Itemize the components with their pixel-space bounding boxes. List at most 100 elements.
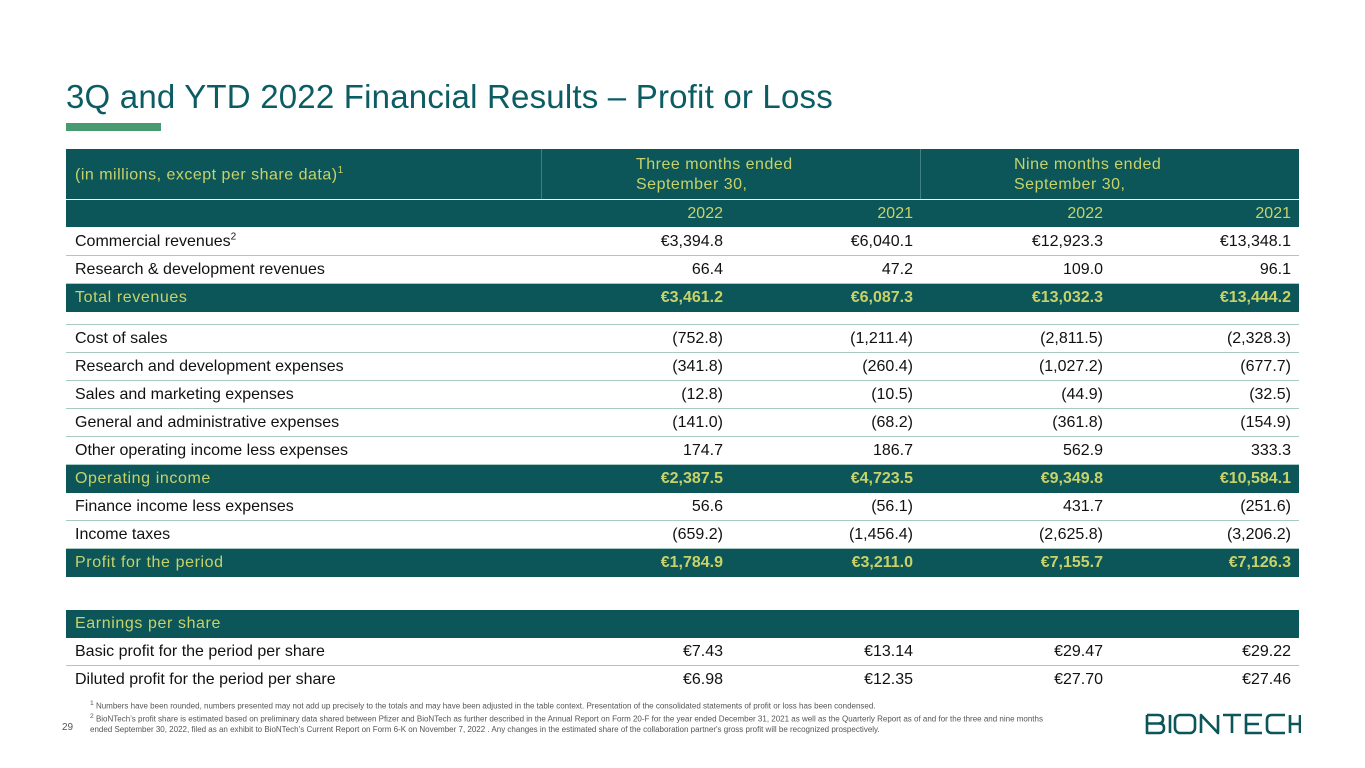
cell-value: 431.7 [1062, 498, 1103, 515]
cell-value: €12,923.3 [1031, 233, 1103, 250]
cell-value: (68.2) [871, 414, 913, 431]
cell-value: €1,784.9 [660, 554, 723, 571]
title-accent-bar [66, 123, 161, 131]
cell-value: €12.35 [864, 671, 913, 688]
cell-value: €2,387.5 [660, 470, 723, 487]
cell-value: 66.4 [691, 261, 723, 278]
cell-value: 109.0 [1062, 261, 1103, 278]
cell-value: €7,155.7 [1040, 554, 1103, 571]
cell-value: (3,206.2) [1226, 526, 1291, 543]
table-row: General and administrative expenses (141… [66, 409, 1299, 437]
cell-value: €13,348.1 [1219, 233, 1291, 250]
cell-value: €29.47 [1054, 643, 1103, 660]
year-header: 2021 [1255, 205, 1291, 222]
cell-value: 96.1 [1259, 261, 1291, 278]
cell-value: (1,211.4) [850, 330, 913, 347]
cell-value: (141.0) [672, 414, 723, 431]
period-header-three-months: Three months ended September 30, [636, 156, 793, 193]
cell-value: €6,087.3 [850, 289, 913, 306]
table-row: Diluted profit for the period per share … [66, 666, 1299, 694]
page-title: 3Q and YTD 2022 Financial Results – Prof… [66, 78, 833, 115]
cell-value: (44.9) [1061, 386, 1103, 403]
cell-value: €27.46 [1242, 671, 1291, 688]
table-row: Sales and marketing expenses (12.8) (10.… [66, 381, 1299, 409]
total-row: Operating income €2,387.5 €4,723.5 €9,34… [66, 465, 1299, 493]
page-number: 29 [62, 722, 74, 733]
cell-value: (659.2) [672, 526, 723, 543]
table-row: Finance income less expenses 56.6 (56.1)… [66, 493, 1299, 521]
total-row: Profit for the period €1,784.9 €3,211.0 … [66, 549, 1299, 577]
eps-header-row: Earnings per share [66, 610, 1299, 638]
row-label: Diluted profit for the period per share [75, 671, 336, 688]
row-label: General and administrative expenses [75, 414, 340, 431]
table-row: Basic profit for the period per share €7… [66, 638, 1299, 666]
table-row: Research and development expenses (341.8… [66, 353, 1299, 381]
cell-value: (1,456.4) [848, 526, 913, 543]
cell-value: (2,625.8) [1038, 526, 1103, 543]
cell-value: €3,394.8 [660, 233, 723, 250]
row-label: Sales and marketing expenses [75, 386, 294, 403]
expense-table: Cost of sales (752.8) (1,211.4) (2,811.5… [66, 324, 1299, 577]
cell-value: (2,328.3) [1226, 330, 1291, 347]
table-row: Commercial revenues2 €3,394.8 €6,040.1 €… [66, 228, 1299, 256]
cell-value: (1,027.2) [1038, 358, 1103, 375]
cell-value: (32.5) [1249, 386, 1291, 403]
cell-value: (56.1) [871, 498, 913, 515]
cell-value: €7,126.3 [1228, 554, 1291, 571]
footnote-2: 2 BioNTech’s profit share is estimated b… [90, 712, 1043, 734]
table-row: Cost of sales (752.8) (1,211.4) (2,811.5… [66, 325, 1299, 353]
table-row: Other operating income less expenses 174… [66, 437, 1299, 465]
header-divider [920, 149, 921, 199]
year-header: 2022 [687, 205, 723, 222]
cell-value: €7.43 [682, 643, 723, 660]
cell-value: (12.8) [681, 386, 723, 403]
row-label: Research & development revenues [75, 261, 325, 278]
cell-value: €3,461.2 [660, 289, 723, 306]
cell-value: (251.6) [1240, 498, 1291, 515]
cell-value: 174.7 [682, 442, 723, 459]
cell-value: (10.5) [871, 386, 913, 403]
cell-value: (361.8) [1052, 414, 1103, 431]
cell-value: €13,444.2 [1219, 289, 1291, 306]
cell-value: €4,723.5 [850, 470, 913, 487]
cell-value: 186.7 [872, 442, 913, 459]
cell-value: €13.14 [864, 643, 913, 660]
footnote-1: 1 Numbers have been rounded, numbers pre… [90, 700, 876, 711]
cell-value: (260.4) [862, 358, 913, 375]
table-row: Income taxes (659.2) (1,456.4) (2,625.8)… [66, 521, 1299, 549]
cell-value: (752.8) [672, 330, 723, 347]
table-header-description: (in millions, except per share data)1 [75, 165, 344, 184]
year-header-row: 2022 2021 2022 2021 [66, 200, 1299, 227]
eps-table: Earnings per share Basic profit for the … [66, 610, 1299, 694]
row-label: Profit for the period [75, 554, 224, 571]
cell-value: €13,032.3 [1031, 289, 1103, 306]
cell-value: 56.6 [691, 498, 723, 515]
cell-value: 562.9 [1062, 442, 1103, 459]
header-divider [541, 149, 542, 199]
total-row: Total revenues €3,461.2 €6,087.3 €13,032… [66, 284, 1299, 312]
biontech-logo [1145, 713, 1301, 735]
cell-value: €3,211.0 [851, 554, 913, 571]
row-label: Operating income [75, 470, 211, 487]
revenue-table: Commercial revenues2 €3,394.8 €6,040.1 €… [66, 228, 1299, 312]
cell-value: 333.3 [1250, 442, 1291, 459]
year-header: 2021 [877, 205, 913, 222]
row-label: Research and development expenses [75, 358, 344, 375]
cell-value: (677.7) [1240, 358, 1291, 375]
row-label: Finance income less expenses [75, 498, 294, 515]
row-label: Income taxes [75, 526, 171, 543]
period-header-nine-months: Nine months ended September 30, [1014, 156, 1162, 193]
row-label: Earnings per share [75, 615, 221, 632]
cell-value: 47.2 [881, 261, 913, 278]
cell-value: (341.8) [672, 358, 723, 375]
row-label: Other operating income less expenses [75, 442, 349, 459]
table-row: Research & development revenues 66.4 47.… [66, 256, 1299, 284]
row-label: Total revenues [75, 289, 188, 306]
cell-value: (2,811.5) [1040, 330, 1103, 347]
cell-value: €6,040.1 [850, 233, 913, 250]
cell-value: €9,349.8 [1040, 470, 1103, 487]
cell-value: €27.70 [1054, 671, 1103, 688]
cell-value: (154.9) [1240, 414, 1291, 431]
row-label: Basic profit for the period per share [75, 643, 325, 660]
row-label: Commercial revenues2 [75, 231, 237, 250]
